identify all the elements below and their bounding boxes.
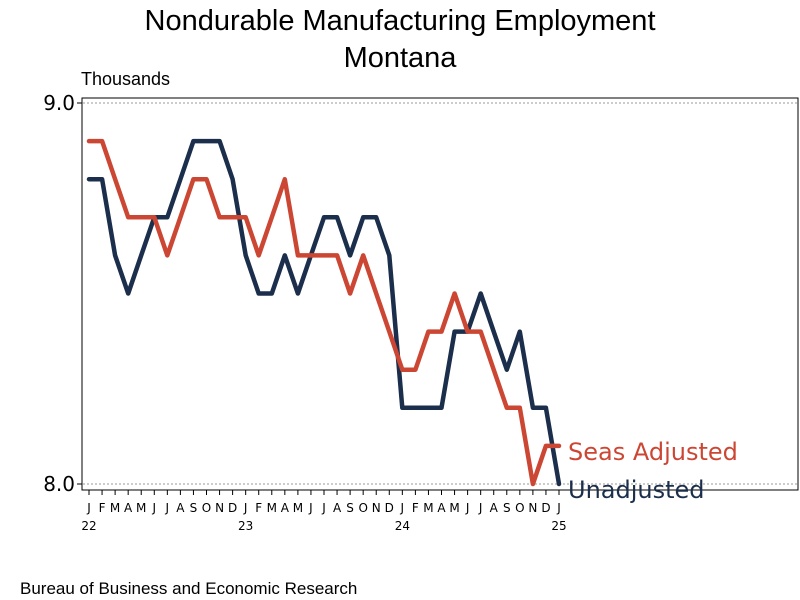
x-month-label: N [215,501,224,515]
seas-adjusted-line [86,138,562,487]
x-month-label: A [281,501,290,515]
x-year-label: 25 [551,519,566,533]
x-month-label: D [385,501,394,515]
x-month-label: N [528,501,537,515]
x-month-label: M [136,501,146,515]
x-month-label: A [176,501,185,515]
chart-subtitle: Montana [344,42,458,74]
x-month-label: J [400,501,405,515]
x-month-label: S [503,501,511,515]
x-month-label: M [267,501,277,515]
seas-adjusted-label: Seas Adjusted [568,438,738,466]
x-month-label: D [541,501,550,515]
unadjusted-line [86,138,562,487]
unadjusted-label: Unadjusted [568,476,705,504]
x-month-label: J [243,501,248,515]
x-axis-ticks [88,490,560,495]
x-month-label: S [346,501,354,515]
x-month-label: J [321,501,326,515]
x-month-label: F [412,501,419,515]
x-month-label: A [124,501,133,515]
x-month-label: J [465,501,470,515]
x-month-label: D [228,501,237,515]
x-month-label: M [110,501,120,515]
x-month-label: J [165,501,170,515]
x-month-label: J [478,501,483,515]
x-month-label: M [449,501,459,515]
y-tick-label-bottom: 8.0 [43,472,75,496]
y-unit-label: Thousands [81,69,170,89]
plot-frame [81,97,799,491]
series-lines [86,138,562,487]
x-month-label: J [86,501,91,515]
x-month-label: J [152,501,157,515]
x-month-label: F [99,501,106,515]
x-year-label: 24 [395,519,410,533]
x-month-label: J [556,501,561,515]
x-month-label: A [490,501,499,515]
x-month-label: O [202,501,211,515]
x-axis-year-labels: 22 23 24 25 [81,519,566,533]
x-month-label: A [437,501,446,515]
x-month-label: F [255,501,262,515]
footer-source: Bureau of Business and Economic Research [20,579,357,598]
y-tick-label-top: 9.0 [43,91,75,115]
chart-title: Nondurable Manufacturing Employment [145,5,656,37]
x-month-label: S [190,501,198,515]
x-year-label: 22 [81,519,96,533]
x-month-label: J [308,501,313,515]
x-month-label: O [515,501,524,515]
x-month-label: M [293,501,303,515]
x-month-label: M [423,501,433,515]
x-year-label: 23 [238,519,253,533]
x-month-label: N [372,501,381,515]
x-month-label: A [333,501,342,515]
x-month-label: O [358,501,367,515]
